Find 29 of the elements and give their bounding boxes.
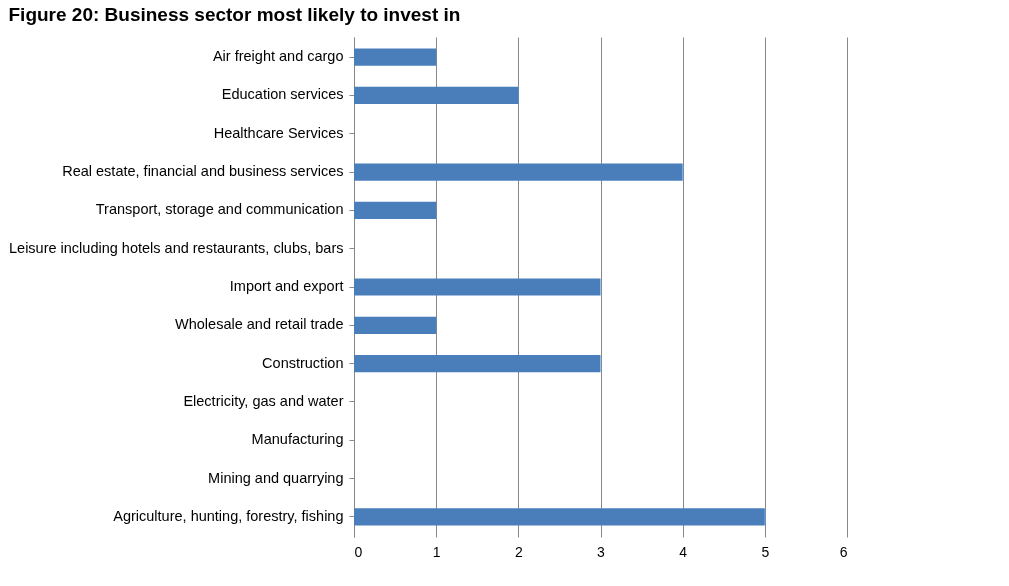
bar — [354, 355, 601, 373]
y-tick-label: Healthcare Services — [213, 124, 344, 141]
x-tick-label: 1 — [432, 543, 441, 560]
bar — [354, 316, 437, 334]
y-tick-label: Import and export — [229, 278, 344, 294]
bar — [354, 508, 765, 526]
y-tick-label: Agriculture, hunting, forestry, fishing — [113, 507, 344, 524]
y-tick-label: Real estate, financial and business services — [62, 163, 344, 180]
y-tick-label: Wholesale and retail trade — [175, 316, 344, 333]
bar — [354, 48, 437, 66]
y-tick-label: Transport, storage and communication — [95, 201, 344, 218]
x-tick-label: 3 — [597, 543, 606, 560]
x-tick-label: 4 — [679, 543, 688, 560]
x-tick-label: 2 — [514, 543, 523, 560]
chart-title: Figure 20: Business sector most likely to invest in — [8, 4, 461, 25]
y-tick-label: Education services — [221, 86, 344, 103]
y-tick-label: Mining and quarrying — [208, 469, 344, 486]
bar — [354, 201, 437, 219]
y-tick-label: Leisure including hotels and restaurants, clubs, bars — [9, 239, 344, 256]
x-tick-label: 6 — [839, 543, 848, 560]
y-tick-label: Electricity, gas and water — [183, 392, 344, 409]
x-tick-label: 0 — [354, 543, 363, 560]
bar — [354, 278, 601, 296]
y-tick-label: Construction — [262, 354, 344, 371]
x-tick-label: 5 — [761, 543, 770, 560]
bar — [354, 163, 683, 181]
y-tick-label: Manufacturing — [251, 431, 344, 448]
bar — [354, 86, 519, 105]
y-tick-label: Air freight and cargo — [212, 48, 344, 65]
